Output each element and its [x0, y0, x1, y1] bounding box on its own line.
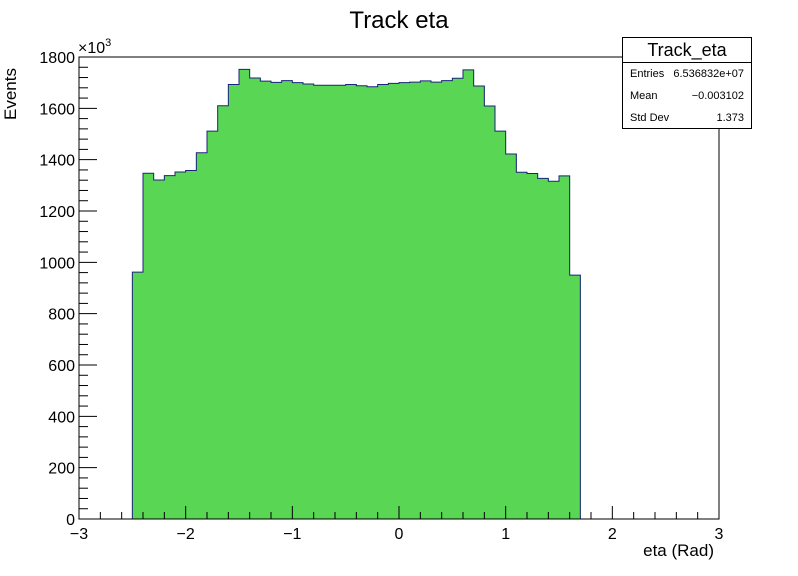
stats-row-stddev: Std Dev 1.373 — [623, 107, 751, 129]
histogram-bar — [345, 84, 357, 520]
histogram-bar — [217, 105, 229, 520]
histogram-bar — [356, 85, 368, 519]
histogram-bar — [153, 179, 165, 519]
histogram-bar — [313, 85, 325, 519]
histogram-bar — [505, 154, 517, 519]
histogram-bar — [473, 86, 485, 520]
x-tick-label: 2 — [608, 526, 617, 543]
histogram-bar — [185, 170, 197, 520]
histogram-bar — [175, 171, 187, 519]
x-tick-label: 1 — [501, 526, 510, 543]
histogram-bar — [559, 175, 571, 519]
stats-value: 1.373 — [716, 112, 744, 124]
histogram-bar — [399, 82, 411, 520]
x-tick-label: −2 — [177, 526, 195, 543]
histogram-bar — [441, 80, 453, 519]
histogram-bar — [324, 85, 336, 519]
y-tick-label: 400 — [48, 409, 75, 426]
y-tick-label: 1800 — [39, 50, 75, 67]
y-tick-label: 0 — [66, 512, 75, 529]
x-tick-label: −3 — [70, 526, 88, 543]
histogram-bar — [516, 172, 528, 519]
histogram-bar — [377, 84, 389, 520]
x-tick-label: 0 — [395, 526, 404, 543]
histogram-bar — [303, 83, 315, 519]
histogram-bar — [495, 131, 507, 519]
stats-title: Track_eta — [623, 38, 751, 63]
histogram-bar — [388, 83, 400, 519]
histogram-bar — [420, 80, 432, 520]
stats-label: Std Dev — [630, 112, 670, 124]
y-axis-label: Events — [1, 68, 20, 120]
histogram-bar — [335, 85, 347, 519]
histogram-bar — [164, 175, 176, 519]
stats-label: Entries — [630, 68, 665, 80]
y-tick-label: 1400 — [39, 153, 75, 170]
histogram-bar — [548, 181, 560, 519]
histogram-bar — [463, 69, 475, 519]
x-tick-label: 3 — [715, 526, 724, 543]
chart-title: Track eta — [349, 7, 449, 34]
histogram-bar — [143, 173, 155, 519]
y-tick-label: 1600 — [39, 101, 75, 118]
histogram-bar — [537, 178, 549, 520]
y-axis-ticks: 0 200 400 600 800 1000 1200 1400 1600 1800 — [39, 50, 97, 529]
histogram-bar — [281, 80, 293, 519]
y-tick-label: 1000 — [39, 255, 75, 272]
histogram-bar — [409, 82, 421, 520]
y-tick-label: 600 — [48, 358, 75, 375]
histogram-bar — [249, 78, 261, 520]
stats-box: Track_eta Entries 6.536832e+07 Mean −0.0… — [622, 37, 752, 129]
y-multiplier-base: ×10 — [78, 40, 105, 57]
stats-value: 6.536832e+07 — [673, 68, 744, 80]
x-axis-label: eta (Rad) — [643, 541, 714, 560]
y-tick-label: 200 — [48, 461, 75, 478]
histogram-bar — [431, 82, 443, 520]
stats-row-mean: Mean −0.003102 — [623, 85, 751, 107]
y-tick-label: 800 — [48, 307, 75, 324]
histogram-bar — [228, 84, 240, 520]
x-axis-ticks: −3 −2 −1 0 1 2 3 — [70, 506, 724, 543]
histogram-bars — [132, 69, 581, 520]
histogram-bar — [207, 131, 219, 519]
histogram-outline — [131, 68, 581, 519]
histogram-bar — [452, 78, 464, 519]
stats-label: Mean — [630, 90, 658, 102]
histogram-bar — [132, 272, 144, 519]
histogram-bar — [196, 152, 208, 519]
stats-value: −0.003102 — [691, 90, 744, 102]
x-tick-label: −1 — [283, 526, 301, 543]
histogram-bar — [484, 106, 496, 520]
histogram-bar — [569, 275, 581, 519]
histogram-bar — [260, 81, 272, 520]
histogram-bar — [271, 82, 283, 519]
y-multiplier-exponent: 3 — [105, 37, 111, 49]
stats-row-entries: Entries 6.536832e+07 — [623, 63, 751, 85]
histogram-bar — [292, 82, 304, 520]
y-multiplier: ×103 — [78, 37, 111, 57]
histogram-bar — [367, 86, 379, 520]
y-tick-label: 1200 — [39, 204, 75, 221]
histogram-bar — [239, 69, 251, 519]
histogram-bar — [527, 173, 539, 519]
